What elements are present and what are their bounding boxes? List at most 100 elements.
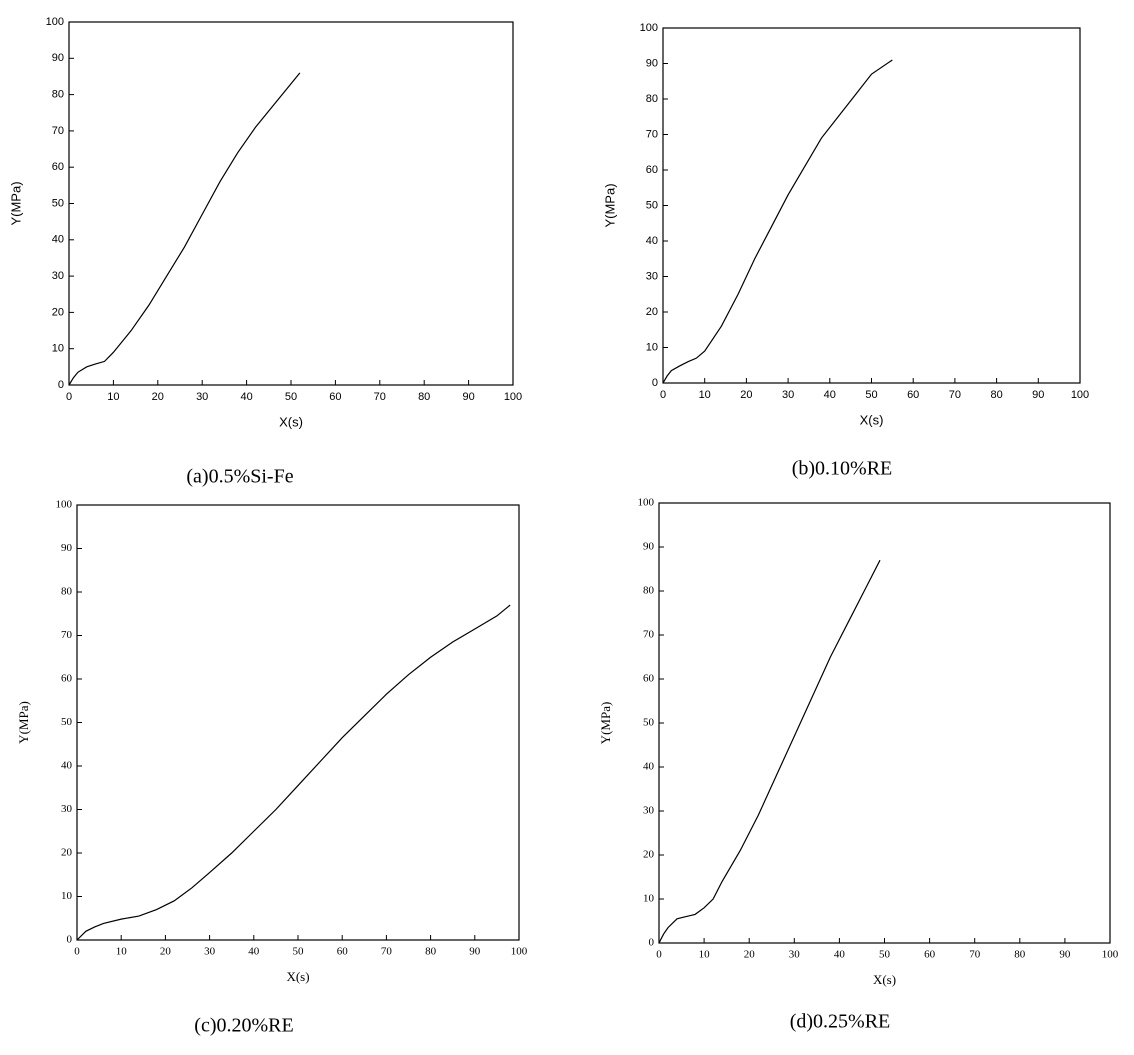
x-tick-label: 40 [824,389,836,401]
x-tick-label: 90 [1032,389,1044,401]
y-tick-label: 0 [652,377,658,389]
y-tick-label: 100 [56,499,73,511]
y-tick-label: 90 [643,541,655,553]
plot-frame [662,27,1081,384]
data-line [76,604,511,941]
y-tick-label: 50 [52,197,64,209]
caption: (b)0.10%RE [792,458,893,480]
x-tick-label: 0 [74,946,80,958]
x-tick-label: 70 [949,389,961,401]
y-tick-label: 90 [61,542,73,554]
data-line [68,72,301,386]
caption: (c)0.20%RE [194,1015,293,1037]
plot-frame [76,504,520,941]
y-tick-label: 40 [52,234,64,246]
y-tick-label: 80 [52,89,64,101]
y-tick-label: 10 [52,343,64,355]
x-tick-label: 30 [782,389,794,401]
x-tick-label: 40 [834,949,846,961]
y-tick-label: 80 [643,585,655,597]
y-tick-label: 100 [46,16,64,28]
panel: 0 10 20 30 40 50 60 70 80 90 100 0 10 20 30 40 50 60 70 80 9… [602,22,1089,480]
y-tick-label: 70 [61,629,73,641]
x-axis-title: X(s) [286,969,309,984]
x-tick-label: 80 [990,389,1002,401]
x-tick-label: 60 [907,389,919,401]
y-tick-label: 90 [52,52,64,64]
x-tick-label: 80 [418,391,430,403]
y-tick-label: 80 [646,93,658,105]
x-tick-label: 100 [1071,389,1089,401]
y-tick-label: 40 [643,761,655,773]
x-tick-label: 40 [248,946,260,958]
y-tick-label: 60 [643,673,655,685]
y-axis-title: Y(MPa) [602,183,617,227]
x-tick-label: 30 [196,391,208,403]
x-tick-label: 60 [924,949,936,961]
y-tick-label: 70 [646,128,658,140]
y-tick-label: 0 [58,379,64,391]
y-tick-label: 10 [643,893,655,905]
x-tick-label: 10 [699,949,711,961]
y-tick-label: 100 [640,22,658,34]
x-tick-label: 10 [116,946,128,958]
y-tick-label: 20 [646,306,658,318]
y-tick-label: 90 [646,57,658,69]
caption: (a)0.5%Si-Fe [186,466,293,488]
x-tick-label: 90 [469,946,481,958]
x-tick-label: 30 [789,949,801,961]
x-tick-label: 70 [374,391,386,403]
x-tick-label: 0 [656,949,662,961]
y-tick-label: 40 [646,235,658,247]
x-tick-label: 50 [293,946,305,958]
y-axis-title: Y(MPa) [16,701,31,744]
y-tick-label: 50 [61,716,73,728]
data-line [658,559,881,944]
panel: 0 10 20 30 40 50 60 70 80 90 100 0 10 20 30 40 50 60 70 80 9… [598,497,1119,1033]
x-tick-label: 10 [107,391,119,403]
y-tick-label: 80 [61,586,73,598]
y-tick-label: 30 [646,270,658,282]
x-tick-label: 20 [152,391,164,403]
plot-frame [68,21,514,386]
x-axis-title: X(s) [860,412,884,427]
y-tick-label: 10 [61,890,73,902]
x-tick-label: 0 [66,391,72,403]
x-tick-label: 0 [660,389,666,401]
y-tick-label: 100 [638,497,655,509]
panel: 0 10 20 30 40 50 60 70 80 90 100 0 10 20 30 40 50 60 70 80 9… [16,499,528,1037]
x-tick-label: 20 [740,389,752,401]
y-axis-title: Y(MPa) [598,702,613,745]
y-tick-label: 30 [52,270,64,282]
x-tick-label: 50 [285,391,297,403]
x-tick-label: 80 [1014,949,1026,961]
y-tick-label: 10 [646,341,658,353]
x-tick-label: 80 [425,946,437,958]
x-tick-label: 60 [329,391,341,403]
x-tick-label: 40 [240,391,252,403]
x-tick-label: 100 [1102,949,1119,961]
y-tick-label: 60 [61,673,73,685]
plot-frame [658,502,1111,944]
x-tick-label: 90 [462,391,474,403]
x-axis-title: X(s) [279,414,303,429]
x-tick-label: 70 [969,949,981,961]
x-tick-label: 90 [1059,949,1071,961]
x-tick-label: 60 [337,946,349,958]
y-tick-label: 70 [52,125,64,137]
x-tick-label: 50 [879,949,891,961]
x-tick-label: 30 [204,946,216,958]
caption: (d)0.25%RE [790,1011,891,1033]
y-tick-label: 40 [61,760,73,772]
y-tick-label: 60 [52,161,64,173]
y-tick-label: 0 [67,934,73,946]
x-tick-label: 20 [744,949,756,961]
y-tick-label: 20 [61,847,73,859]
data-line [662,59,893,384]
x-tick-label: 100 [511,946,528,958]
x-tick-label: 100 [504,391,522,403]
panel: 0 10 20 30 40 50 60 70 80 90 100 0 10 20 30 40 50 60 70 80 9… [8,16,522,488]
y-tick-label: 70 [643,629,655,641]
